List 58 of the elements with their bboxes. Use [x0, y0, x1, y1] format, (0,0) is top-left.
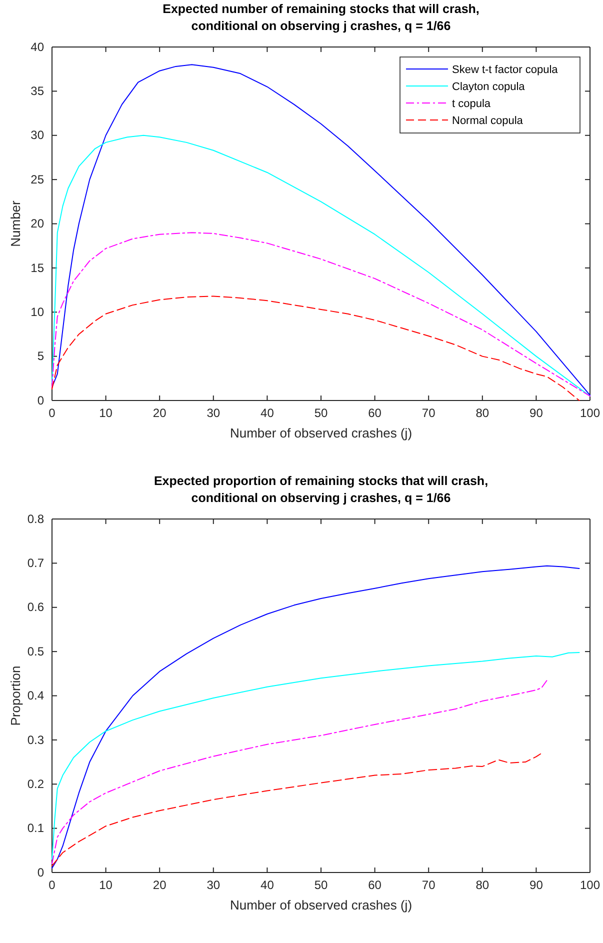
y-axis-title: Proportion — [8, 665, 23, 726]
x-tick-label: 80 — [476, 406, 490, 420]
x-tick-label: 30 — [206, 878, 220, 892]
x-tick-label: 40 — [260, 406, 274, 420]
x-tick-label: 30 — [206, 406, 220, 420]
x-tick-label: 90 — [530, 878, 544, 892]
y-tick-label: 0.1 — [27, 820, 44, 835]
y-tick-label: 10 — [30, 304, 44, 319]
x-tick-label: 90 — [530, 406, 544, 420]
x-tick-label: 50 — [314, 406, 328, 420]
x-tick-label: 60 — [368, 878, 382, 892]
y-tick-label: 0 — [37, 393, 44, 408]
x-tick-label: 60 — [368, 406, 382, 420]
line-series — [52, 296, 580, 401]
x-tick-label: 70 — [422, 878, 436, 892]
x-tick-label: 70 — [422, 406, 436, 420]
x-tick-label: 50 — [314, 878, 328, 892]
line-series — [52, 232, 590, 397]
x-axis-title: Number of observed crashes (j) — [230, 426, 412, 440]
line-series — [52, 134, 590, 397]
x-tick-label: 20 — [152, 878, 167, 892]
x-tick-label: 20 — [152, 406, 167, 420]
x-axis-title: Number of observed crashes (j) — [230, 897, 412, 912]
y-tick-label: 40 — [30, 40, 44, 54]
x-tick-label: 10 — [99, 878, 113, 892]
y-tick-label: 0.8 — [27, 511, 44, 526]
x-tick-label: 40 — [260, 878, 274, 892]
y-tick-label: 25 — [30, 172, 44, 186]
y-tick-label: 0.4 — [27, 688, 44, 702]
chart-title: Expected number of remaining stocks that will crash, conditional on observing j crashes, q = 1/66 — [162, 2, 480, 33]
y-tick-label: 0.5 — [27, 644, 44, 658]
line-series — [52, 651, 580, 860]
legend-label: t copula — [452, 98, 492, 110]
line-series — [52, 64, 590, 396]
y-axis-title: Number — [8, 200, 23, 247]
x-tick-label: 0 — [48, 878, 56, 892]
line-series — [52, 564, 580, 868]
x-tick-label: 100 — [580, 878, 600, 892]
x-tick-label: 0 — [48, 406, 56, 420]
x-tick-label: 10 — [99, 406, 113, 420]
chart-title: Expected proportion of remaining stocks that will crash, conditional on observing j crashes, q = 1/66 — [154, 474, 488, 504]
y-tick-label: 5 — [37, 349, 44, 364]
y-tick-label: 35 — [30, 84, 44, 98]
x-tick-label: 100 — [580, 406, 600, 420]
line-series — [52, 679, 548, 864]
x-tick-label: 80 — [476, 878, 490, 892]
line-series — [52, 752, 542, 866]
legend-label: Clayton copula — [452, 81, 526, 93]
y-tick-label: 0 — [37, 864, 44, 879]
y-tick-label: 0.7 — [27, 556, 44, 570]
y-tick-label: 0.6 — [27, 600, 44, 614]
y-tick-label: 15 — [30, 260, 44, 275]
y-tick-label: 0.2 — [27, 776, 44, 790]
legend-label: Normal copula — [452, 115, 524, 127]
y-tick-label: 0.3 — [27, 732, 44, 746]
y-tick-label: 20 — [30, 216, 44, 231]
y-tick-label: 30 — [30, 128, 44, 142]
legend-label: Skew t-t factor copula — [452, 64, 559, 76]
